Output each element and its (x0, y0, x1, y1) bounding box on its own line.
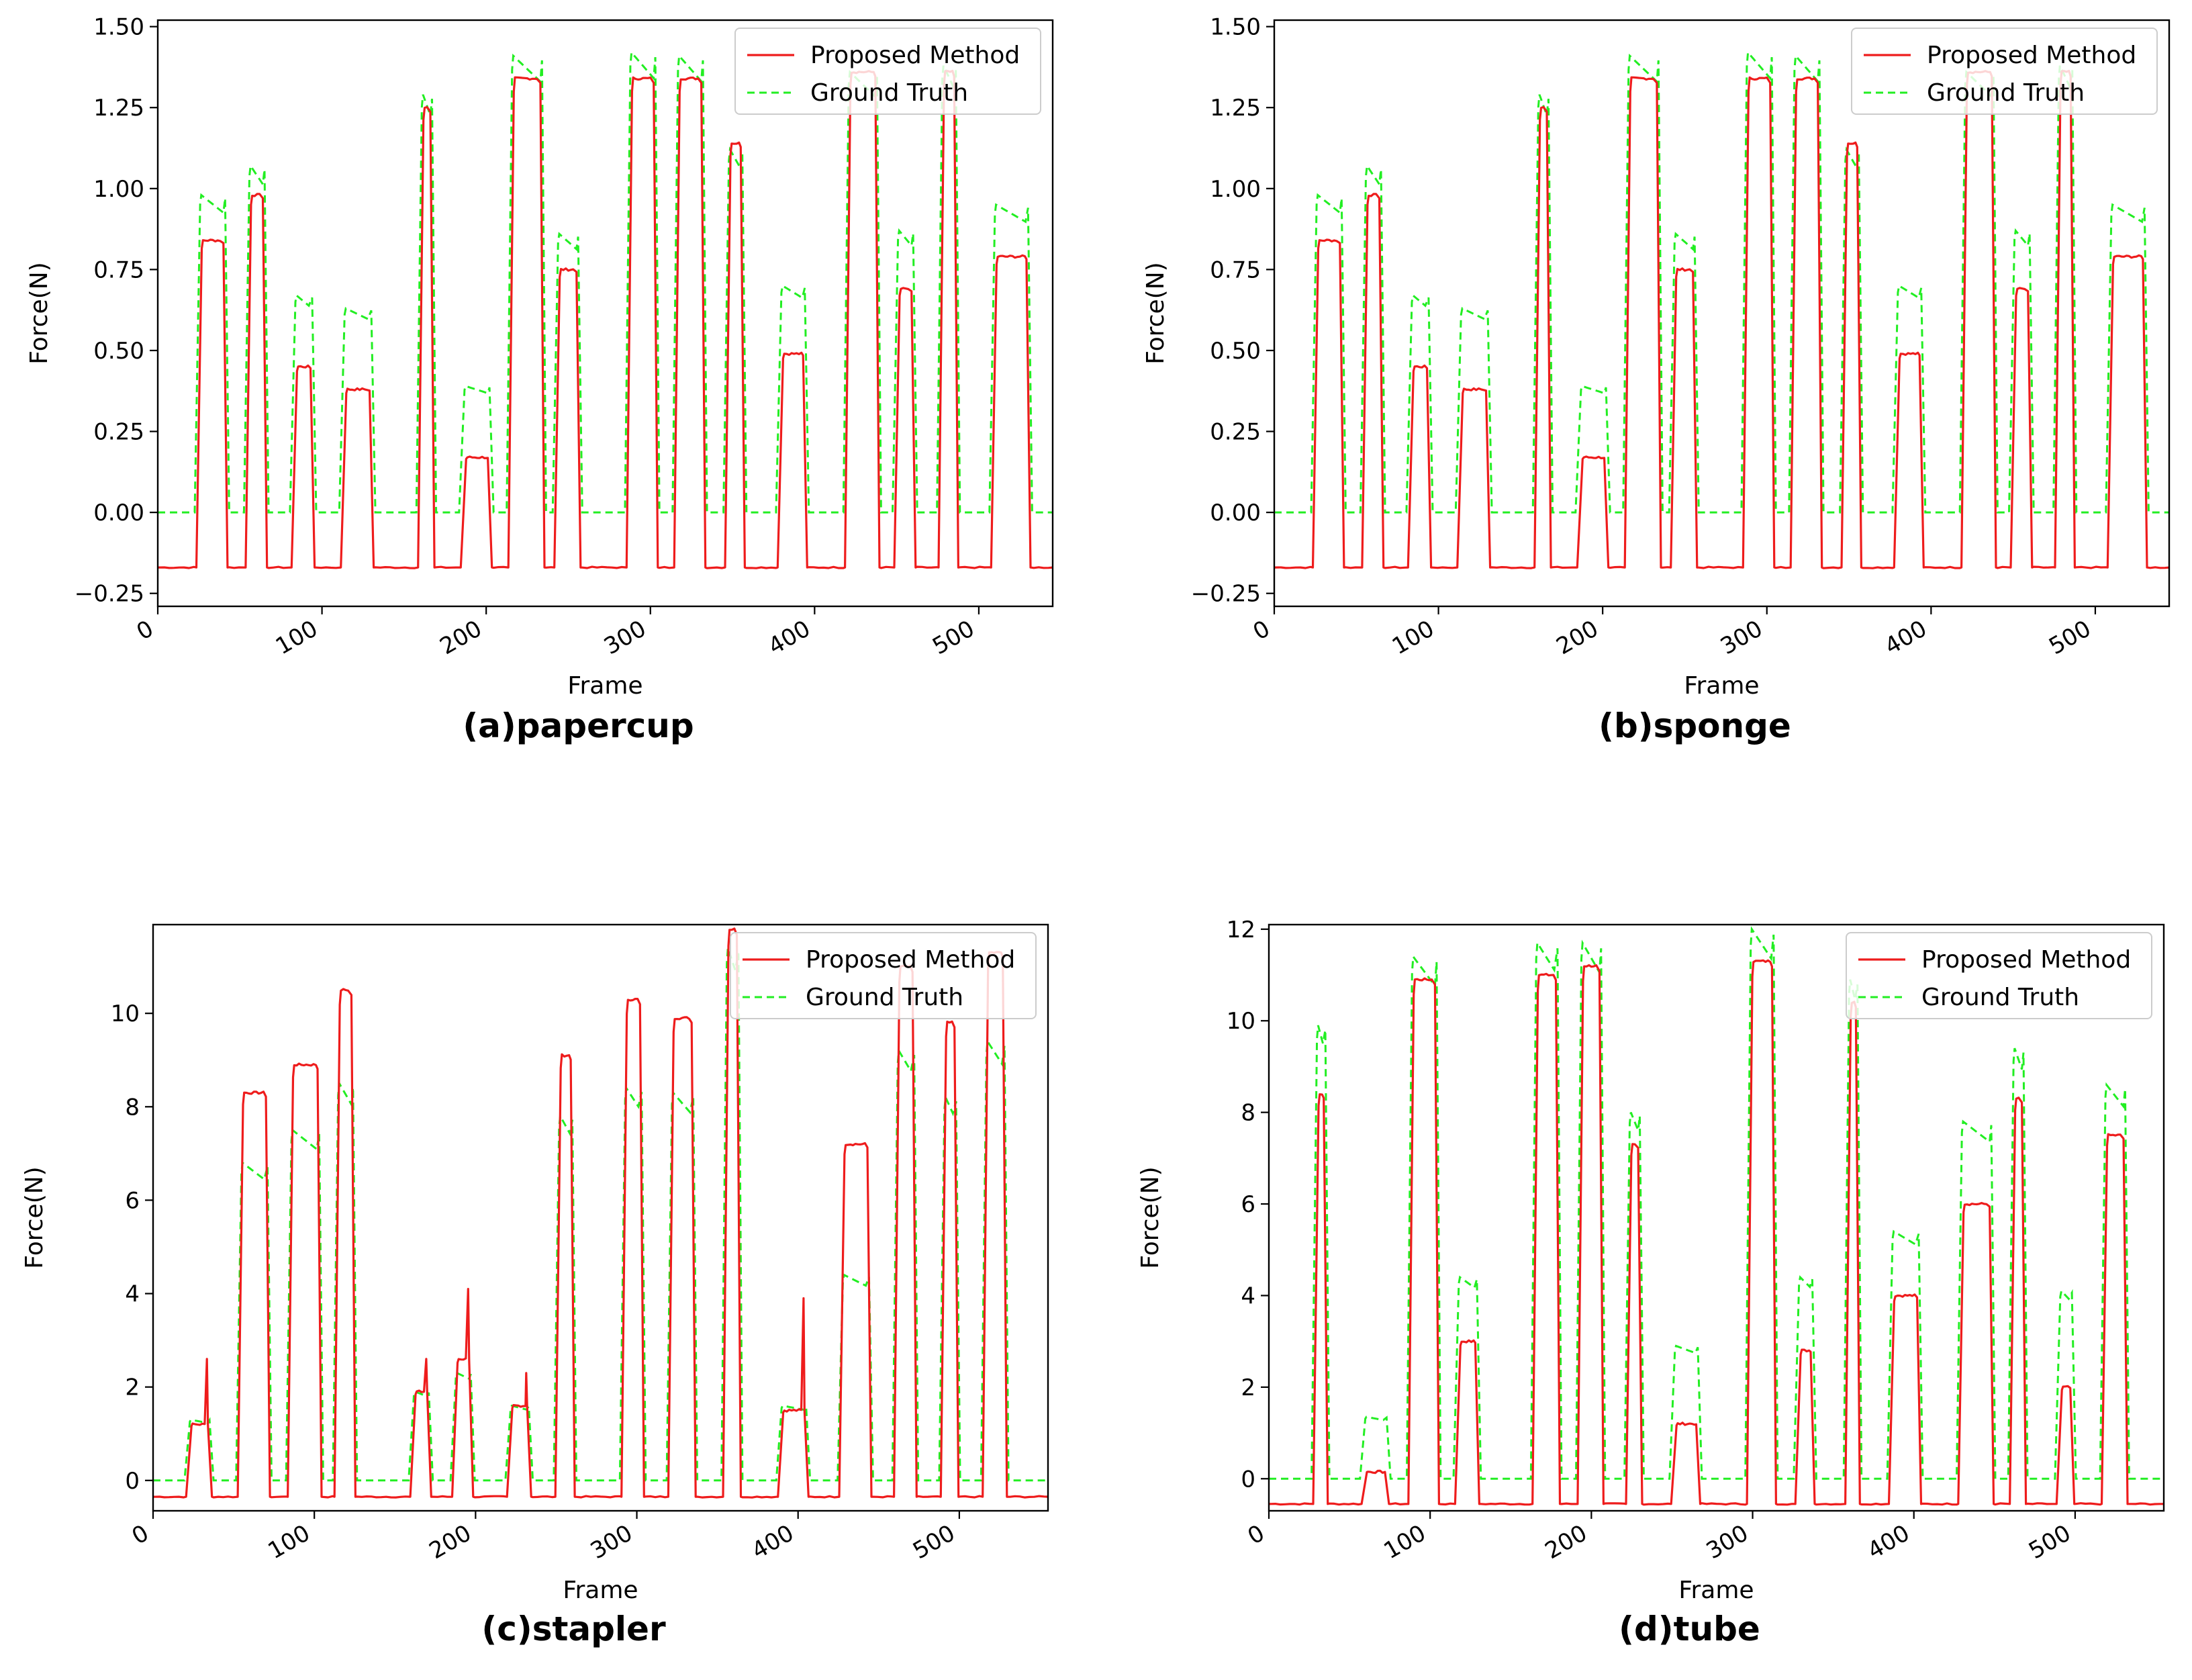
y-tick-label: 10 (111, 1000, 140, 1027)
y-axis-label: Force(N) (21, 1166, 48, 1268)
y-tick-label: 1.00 (1210, 176, 1261, 203)
x-tick-label: 300 (1702, 1520, 1753, 1565)
chart-panel-1: 0 100 200 300 400 500 −0.25 0.00 0.25 0.50 0.75 1.0… (26, 14, 1054, 745)
x-tick-label: 300 (586, 1520, 637, 1565)
legend-label-proposed: Proposed Method (1921, 946, 2131, 974)
y-tick-label: 0 (1241, 1466, 1255, 1493)
x-tick-label: 500 (928, 615, 979, 660)
x-tick-label: 100 (1388, 615, 1439, 660)
legend: Proposed Method Ground Truth (1851, 28, 2158, 115)
x-tick-label: 200 (425, 1520, 476, 1565)
series-line-proposed-method (1269, 959, 2164, 1506)
x-tick-label: 500 (2044, 615, 2095, 660)
x-tick-label: 400 (1863, 1520, 1914, 1565)
y-axis-label: Force(N) (26, 262, 53, 364)
series-line-proposed-method (1274, 69, 2169, 569)
y-tick-label: 1.50 (1210, 14, 1261, 41)
y-tick-label: 0.50 (93, 338, 144, 365)
chart-panel-3: 0 100 200 300 400 500 0 2 4 6 8 10 Frame Force(N) Prop… (21, 923, 1049, 1648)
x-tick-label: 0 (1243, 1520, 1270, 1550)
y-tick-label: −0.25 (75, 581, 144, 608)
y-tick-label: 6 (125, 1187, 140, 1214)
x-axis-label: Frame (1684, 672, 1759, 700)
y-tick-label: 0 (125, 1468, 140, 1495)
x-tick-label: 400 (747, 1520, 798, 1565)
x-tick-label: 100 (1379, 1520, 1430, 1565)
chart-panel-2: 0 100 200 300 400 500 −0.25 0.00 0.25 0.50 0.75 1.0… (1142, 14, 2171, 745)
legend-label-proposed: Proposed Method (810, 42, 1020, 69)
y-tick-label: 1.25 (1210, 95, 1261, 122)
y-tick-label: 0.00 (1210, 500, 1261, 526)
legend-label-ground-truth: Ground Truth (810, 79, 968, 107)
y-tick-label: 1.25 (93, 95, 144, 122)
y-tick-label: 0.75 (93, 256, 144, 283)
x-tick-label: 200 (1541, 1520, 1592, 1565)
x-tick-label: 100 (263, 1520, 314, 1565)
x-tick-label: 100 (271, 615, 322, 660)
legend-label-ground-truth: Ground Truth (806, 984, 963, 1011)
y-tick-label: 2 (125, 1374, 140, 1401)
x-tick-label: 200 (1552, 615, 1603, 660)
legend: Proposed Method Ground Truth (734, 28, 1041, 115)
series-line-proposed-method (158, 69, 1053, 569)
chart-panel-4: 0 100 200 300 400 500 0 2 4 6 8 10 12 Frame Force(N) Pr… (1137, 917, 2165, 1648)
y-tick-label: 1.00 (93, 176, 144, 203)
y-tick-label: 0.25 (93, 419, 144, 446)
x-tick-label: 0 (128, 1520, 154, 1550)
series-line-proposed-method (153, 927, 1048, 1499)
y-tick-label: 6 (1241, 1191, 1255, 1218)
legend-label-proposed: Proposed Method (806, 946, 1015, 974)
y-tick-label: 4 (1241, 1282, 1255, 1309)
x-tick-label: 400 (1880, 615, 1932, 660)
x-tick-label: 400 (764, 615, 815, 660)
legend-box (1851, 28, 2158, 115)
y-tick-label: 0.50 (1210, 338, 1261, 365)
axes-frame (152, 923, 1049, 1512)
y-tick-label: 1.50 (93, 14, 144, 41)
x-tick-label: 500 (2024, 1520, 2075, 1565)
y-tick-label: 4 (125, 1281, 140, 1308)
axes-frame (1273, 19, 2171, 608)
axes-frame (1268, 923, 2165, 1512)
legend-box (734, 28, 1041, 115)
x-tick-label: 200 (435, 615, 486, 660)
x-axis-label: Frame (563, 1577, 638, 1604)
series-line-ground-truth (1274, 50, 2169, 514)
legend: Proposed Method Ground Truth (1846, 932, 2152, 1019)
x-tick-label: 0 (1249, 615, 1275, 645)
y-tick-label: 8 (1241, 1100, 1255, 1127)
x-tick-label: 300 (600, 615, 651, 660)
legend-label-proposed: Proposed Method (1927, 42, 2136, 69)
legend-label-ground-truth: Ground Truth (1921, 984, 2079, 1011)
series-line-ground-truth (1269, 926, 2164, 1480)
y-tick-label: 8 (125, 1094, 140, 1121)
y-tick-label: 2 (1241, 1374, 1255, 1401)
panel-caption: (d)tube (1619, 1609, 1760, 1648)
y-tick-label: 12 (1227, 917, 1255, 943)
y-axis-label: Force(N) (1137, 1166, 1164, 1268)
panel-caption: (b)sponge (1599, 706, 1791, 745)
axes-frame (156, 19, 1054, 608)
series-line-ground-truth (158, 50, 1053, 514)
legend-box (1846, 932, 2152, 1019)
x-axis-label: Frame (1678, 1577, 1754, 1604)
x-tick-label: 500 (908, 1520, 959, 1565)
series-line-ground-truth (153, 947, 1048, 1482)
x-tick-label: 0 (132, 615, 158, 645)
y-tick-label: 0.00 (93, 500, 144, 526)
panel-caption: (c)stapler (481, 1609, 666, 1648)
legend-label-ground-truth: Ground Truth (1927, 79, 2085, 107)
y-tick-label: −0.25 (1191, 581, 1261, 608)
x-axis-label: Frame (567, 672, 642, 700)
legend: Proposed Method Ground Truth (730, 932, 1037, 1019)
y-axis-label: Force(N) (1142, 262, 1170, 364)
y-tick-label: 10 (1227, 1008, 1255, 1035)
y-tick-label: 0.75 (1210, 256, 1261, 283)
x-tick-label: 300 (1716, 615, 1767, 660)
legend-box (730, 932, 1037, 1019)
y-tick-label: 0.25 (1210, 419, 1261, 446)
panel-caption: (a)papercup (463, 706, 694, 745)
